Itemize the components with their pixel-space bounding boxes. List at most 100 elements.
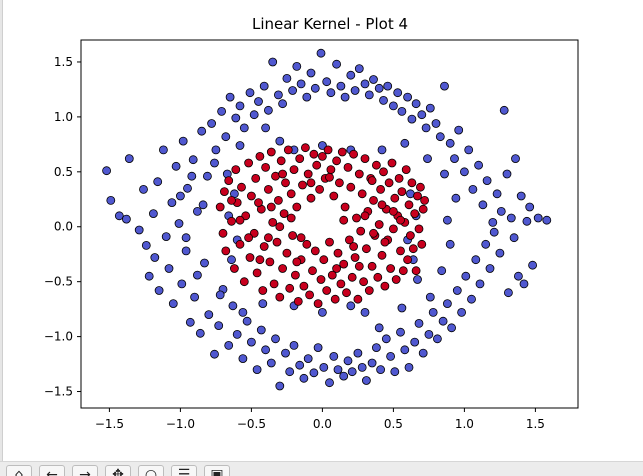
outer-point-123 xyxy=(421,123,431,133)
inner-point-124 xyxy=(405,231,415,240)
inner-point-17 xyxy=(251,173,261,183)
outer-point-165 xyxy=(522,216,532,226)
inner-point-142 xyxy=(360,211,370,221)
outer-point-110 xyxy=(390,367,400,377)
outer-point-155 xyxy=(496,206,506,216)
outer-point-63 xyxy=(278,99,288,109)
save-icon[interactable]: ▣ xyxy=(204,465,230,476)
inner-point-157 xyxy=(292,257,302,267)
subplots-config-icon[interactable]: ☰ xyxy=(171,465,197,476)
inner-point-71 xyxy=(330,294,340,304)
outer-point-119 xyxy=(411,99,421,109)
x-tick-label: 1.5 xyxy=(526,417,545,431)
inner-point-140 xyxy=(339,215,349,225)
inner-point-158 xyxy=(380,237,390,247)
inner-point-70 xyxy=(329,191,339,201)
outer-point-201 xyxy=(215,290,225,300)
outer-point-59 xyxy=(268,57,278,67)
outer-point-141 xyxy=(464,145,474,155)
forward-arrow-icon[interactable]: → xyxy=(72,465,98,476)
outer-point-43 xyxy=(231,113,241,123)
outer-point-12 xyxy=(154,286,164,295)
x-axis: −1.5 −1.0 −0.5 0.0 0.5 1.0 1.5 xyxy=(95,408,545,431)
inner-point-31 xyxy=(273,195,283,205)
home-icon[interactable]: ⌂ xyxy=(6,465,32,476)
outer-point-48 xyxy=(242,316,252,326)
outer-point-39 xyxy=(221,132,231,142)
outer-point-71 xyxy=(296,79,306,89)
outer-point-0 xyxy=(102,166,111,176)
outer-point-72 xyxy=(299,373,309,383)
outer-point-114 xyxy=(400,345,410,355)
outer-point-202 xyxy=(423,154,432,164)
pan-move-icon[interactable]: ✥ xyxy=(105,465,131,476)
outer-point-191 xyxy=(181,233,191,243)
inner-point-84 xyxy=(349,149,359,159)
outer-point-80 xyxy=(319,362,329,372)
outer-point-109 xyxy=(388,101,398,111)
outer-point-101 xyxy=(369,75,378,84)
outer-point-54 xyxy=(256,325,266,335)
zoom-icon[interactable]: ○ xyxy=(138,465,164,476)
outer-point-42 xyxy=(228,301,238,311)
inner-point-65 xyxy=(322,286,332,295)
inner-point-36 xyxy=(281,178,290,188)
inner-point-153 xyxy=(306,178,316,188)
outer-point-153 xyxy=(492,189,502,199)
inner-point-128 xyxy=(411,266,421,276)
outer-point-96 xyxy=(357,362,367,372)
outer-point-99 xyxy=(364,90,374,100)
inner-point-136 xyxy=(263,233,273,243)
outer-point-74 xyxy=(303,354,313,364)
inner-point-79 xyxy=(342,288,351,298)
inner-point-1 xyxy=(218,228,228,238)
inner-point-87 xyxy=(353,294,363,304)
outer-point-97 xyxy=(360,79,370,89)
outer-point-25 xyxy=(188,155,198,165)
outer-point-112 xyxy=(396,327,405,337)
outer-point-102 xyxy=(371,343,381,353)
inner-point-69 xyxy=(327,270,337,280)
y-tick-label: −1.5 xyxy=(44,385,73,399)
outer-point-122 xyxy=(418,348,428,358)
y-tick-label: 1.0 xyxy=(54,110,73,124)
inner-point-85 xyxy=(350,253,360,262)
inner-point-129 xyxy=(413,191,422,201)
inner-point-113 xyxy=(390,193,400,203)
inner-point-34 xyxy=(278,264,288,273)
outer-point-75 xyxy=(306,68,316,78)
inner-point-73 xyxy=(333,248,343,258)
outer-point-148 xyxy=(481,239,491,249)
y-tick-label: 1.5 xyxy=(54,55,73,69)
outer-point-50 xyxy=(246,337,256,347)
y-tick-label: −1.0 xyxy=(44,330,73,344)
outer-point-31 xyxy=(202,171,212,181)
outer-point-146 xyxy=(475,279,485,289)
back-arrow-icon[interactable]: ← xyxy=(39,465,65,476)
outer-point-26 xyxy=(190,292,200,302)
outer-point-105 xyxy=(379,96,388,105)
inner-point-88 xyxy=(354,169,364,179)
outer-point-161 xyxy=(511,154,520,164)
outer-point-98 xyxy=(361,376,371,385)
outer-point-168 xyxy=(533,213,543,223)
inner-point-42 xyxy=(289,165,299,175)
y-tick-label: 0.5 xyxy=(54,165,73,179)
inner-point-25 xyxy=(265,257,275,267)
outer-point-24 xyxy=(185,317,195,327)
inner-point-59 xyxy=(313,299,323,309)
outer-point-160 xyxy=(509,233,519,243)
outer-point-27 xyxy=(192,206,202,216)
inner-point-109 xyxy=(384,178,394,188)
outer-point-169 xyxy=(542,215,552,225)
inner-point-112 xyxy=(388,224,398,234)
inner-point-156 xyxy=(354,261,364,271)
outer-point-156 xyxy=(499,105,509,115)
inner-point-77 xyxy=(339,259,349,269)
outer-point-35 xyxy=(211,145,221,155)
inner-point-35 xyxy=(279,209,289,219)
outer-point-10 xyxy=(150,253,160,262)
inner-point-58 xyxy=(312,160,322,170)
inner-point-6 xyxy=(229,264,239,273)
